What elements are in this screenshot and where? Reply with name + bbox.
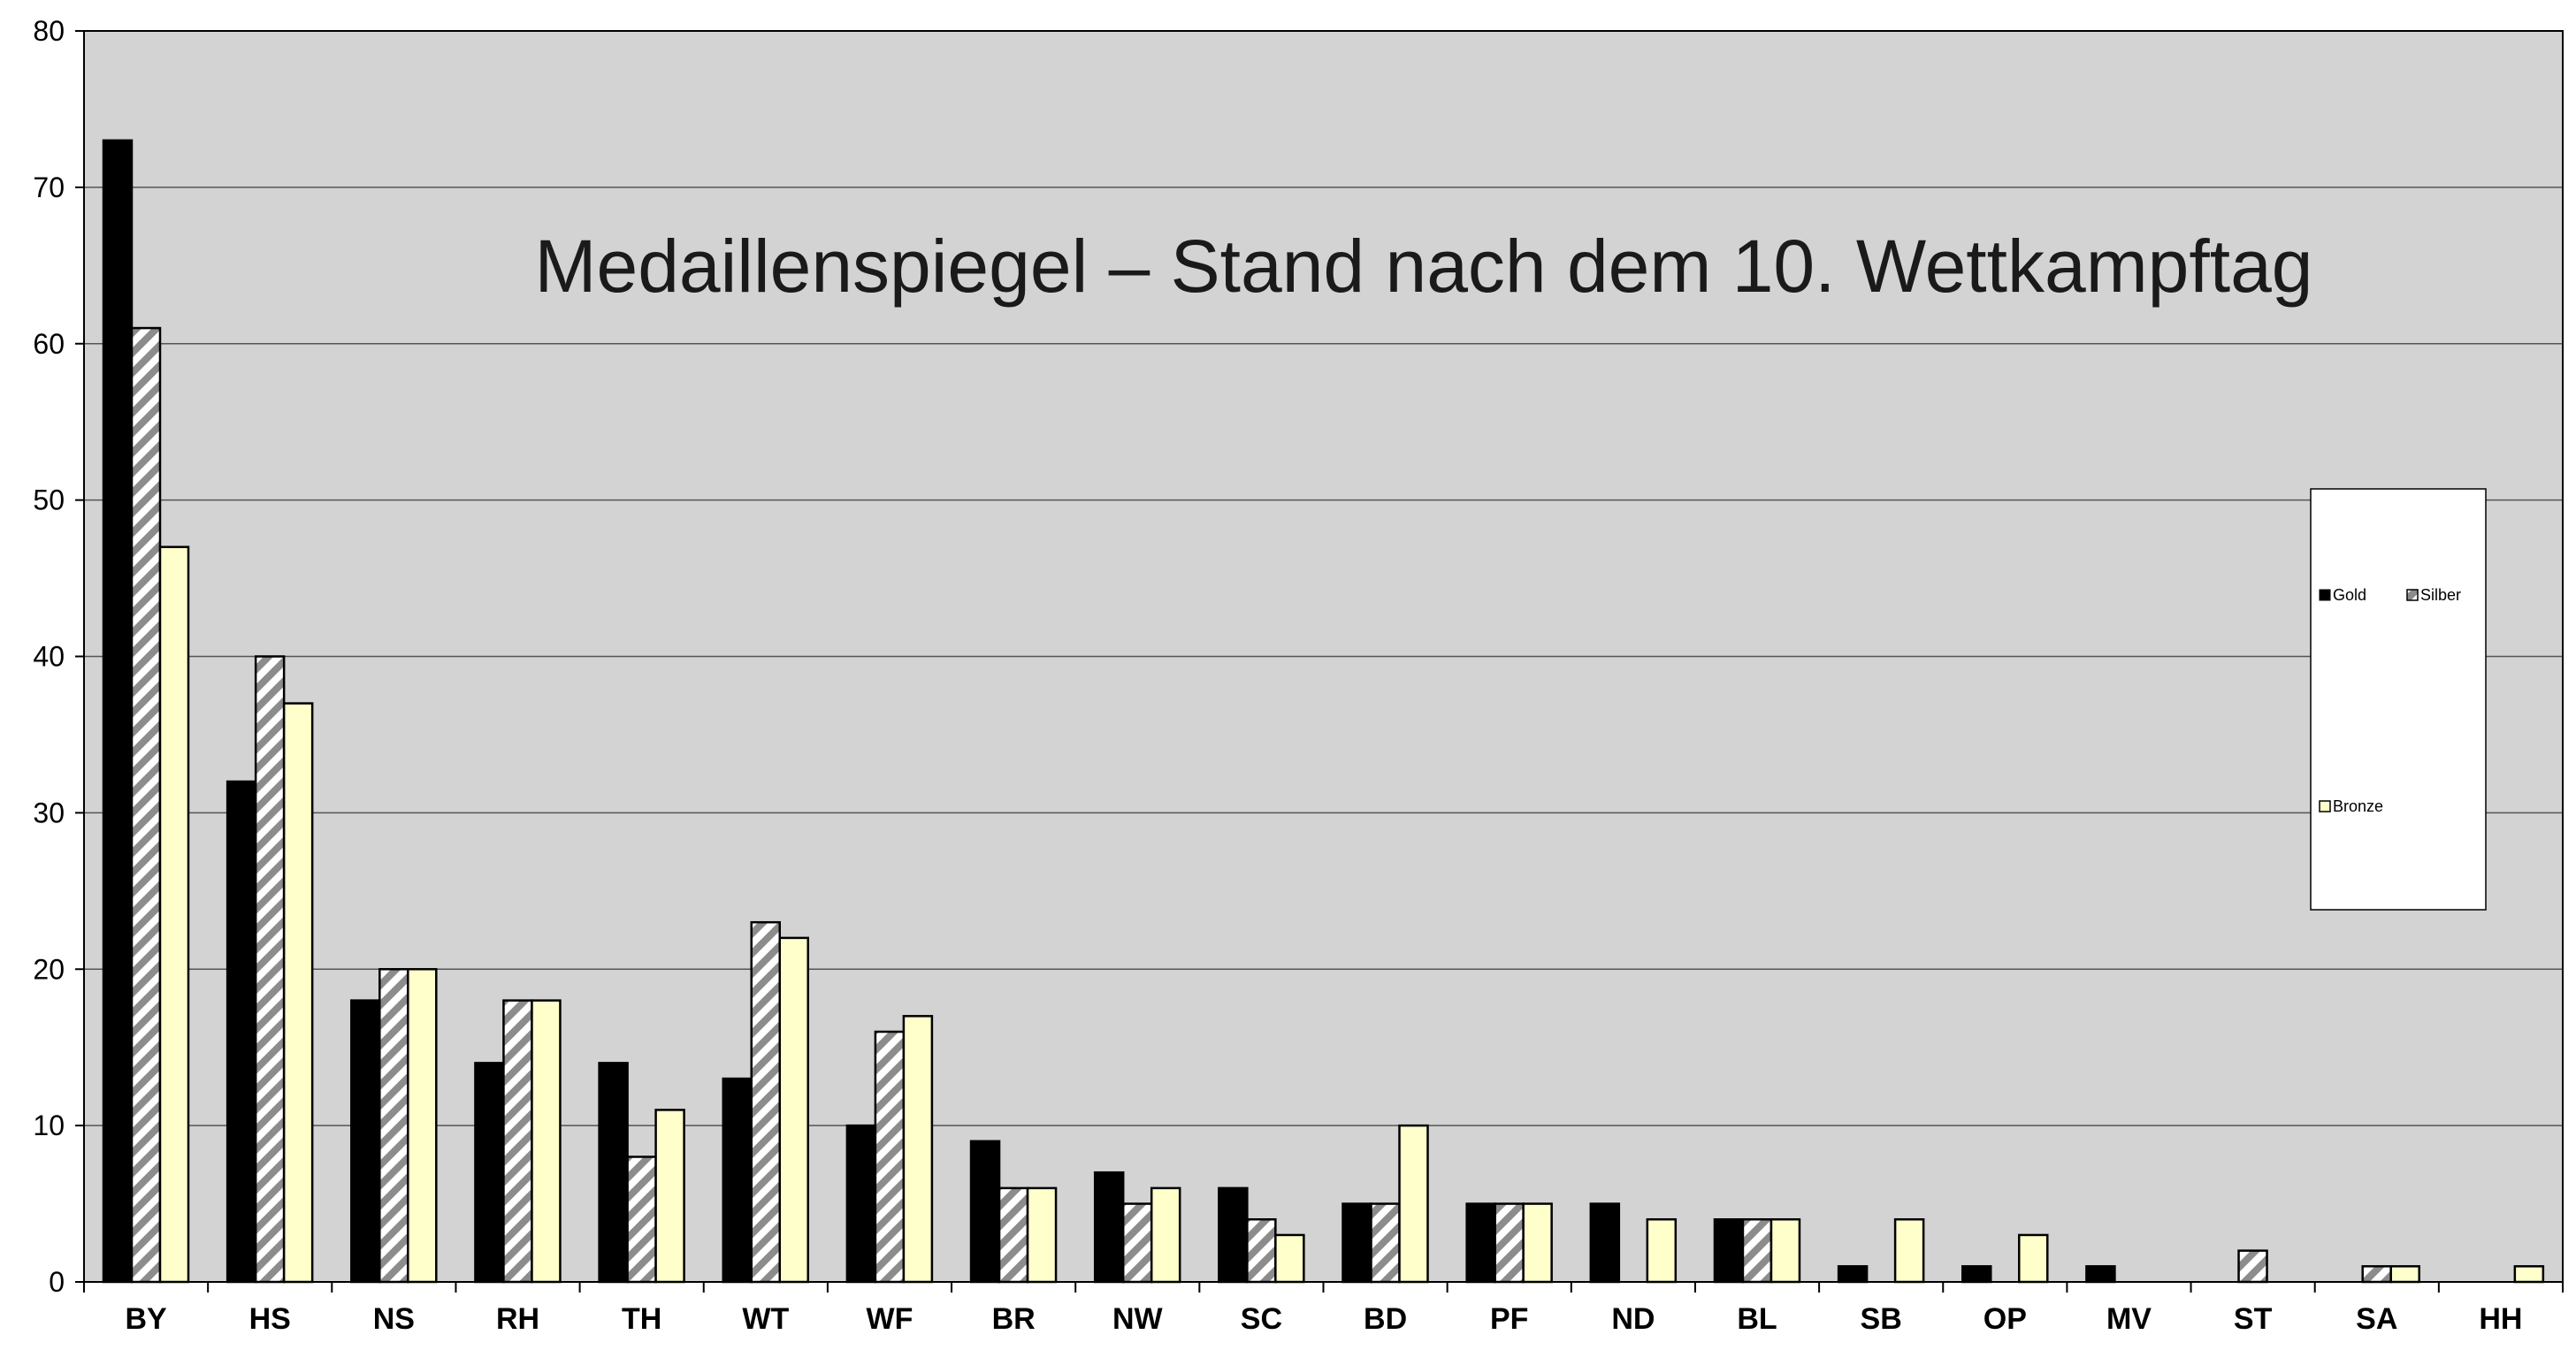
bar-gold-op	[1961, 1265, 1992, 1284]
y-tick-label: 20	[33, 953, 65, 985]
y-tick-label: 70	[33, 172, 65, 203]
y-tick-label: 0	[49, 1266, 65, 1298]
bar-gold-wt	[722, 1077, 753, 1284]
x-tick-label: WF	[867, 1302, 913, 1336]
y-tick-label: 50	[33, 484, 65, 516]
bar-bronze-ns	[407, 968, 438, 1284]
bar-silber-ns	[378, 968, 409, 1284]
y-tick-label: 10	[33, 1110, 65, 1141]
bar-bronze-th	[654, 1109, 685, 1284]
bar-silber-bl	[1741, 1218, 1773, 1284]
legend-box	[2310, 488, 2487, 911]
bar-gold-hs	[225, 780, 257, 1284]
bar-bronze-hh	[2513, 1265, 2545, 1284]
x-tick-label: BD	[1364, 1302, 1407, 1336]
x-tick-labels: BY HS NS RH TH WT WF BR NW SC BD PF ND BL SB OP MV ST SA HH	[125, 1302, 2522, 1336]
bar-gold-by	[102, 139, 134, 1284]
bar-bronze-sb	[1893, 1218, 1925, 1284]
bar-bronze-sc	[1274, 1233, 1305, 1284]
y-tick-label: 40	[33, 641, 65, 673]
bar-bronze-br	[1026, 1186, 1058, 1284]
x-tick-label: TH	[622, 1302, 661, 1336]
x-tick-label: ND	[1611, 1302, 1655, 1336]
x-tick-label: BR	[992, 1302, 1036, 1336]
bar-silber-pf	[1494, 1202, 1525, 1284]
x-tick-label: SB	[1861, 1302, 1902, 1336]
bar-gold-bd	[1342, 1202, 1372, 1284]
bar-gold-pf	[1465, 1202, 1496, 1284]
y-tick-label: 30	[33, 797, 65, 828]
chart-title: Medaillenspiegel – Stand nach dem 10. We…	[535, 225, 2313, 308]
bar-silber-bd	[1370, 1202, 1401, 1284]
bar-silber-hs	[254, 655, 286, 1284]
bar-bronze-by	[158, 545, 190, 1284]
legend-label-gold: Gold	[2333, 586, 2366, 604]
x-tick-label: OP	[1984, 1302, 2027, 1336]
legend: Gold Silber Bronze	[2310, 488, 2487, 911]
bar-gold-wf	[845, 1124, 877, 1284]
x-tick-label: BL	[1737, 1302, 1777, 1336]
bars	[102, 139, 2545, 1284]
bar-bronze-nd	[1646, 1218, 1678, 1284]
x-tick-label: BY	[125, 1302, 167, 1336]
bar-gold-nw	[1093, 1171, 1125, 1284]
legend-swatch-silber	[2406, 589, 2419, 601]
y-tick-labels: 0 10 20 30 40 50 60 70 80	[33, 15, 65, 1298]
bar-bronze-bd	[1398, 1124, 1429, 1284]
bar-bronze-nw	[1150, 1186, 1181, 1284]
bar-silber-by	[130, 326, 162, 1284]
bar-silber-sa	[2361, 1265, 2392, 1284]
legend-swatch-bronze	[2319, 800, 2331, 812]
bar-silber-wf	[874, 1030, 906, 1284]
bar-silber-rh	[502, 999, 533, 1284]
bar-gold-ns	[350, 999, 381, 1284]
bar-silber-sc	[1246, 1218, 1277, 1284]
bar-silber-wt	[750, 920, 781, 1284]
bar-bronze-bl	[1770, 1218, 1801, 1284]
x-tick-label: RH	[496, 1302, 539, 1336]
x-tick-label: ST	[2234, 1302, 2273, 1336]
legend-label-bronze: Bronze	[2333, 797, 2383, 815]
x-tick-label: NW	[1112, 1302, 1164, 1336]
x-tick-label: SA	[2356, 1302, 2397, 1336]
bar-gold-bl	[1713, 1218, 1745, 1284]
x-tick-label: WT	[742, 1302, 789, 1336]
bar-gold-sb	[1837, 1265, 1869, 1284]
bar-bronze-rh	[531, 999, 562, 1284]
bar-bronze-pf	[1522, 1202, 1553, 1284]
bar-silber-nw	[1121, 1202, 1153, 1284]
x-tick-label: SC	[1241, 1302, 1282, 1336]
x-tick-label: NS	[373, 1302, 415, 1336]
x-tick-label: HH	[2479, 1302, 2522, 1336]
bar-gold-mv	[2085, 1265, 2116, 1284]
bar-silber-st	[2237, 1249, 2268, 1284]
y-tick-label: 60	[33, 328, 65, 360]
x-tick-label: MV	[2106, 1302, 2152, 1336]
bar-gold-sc	[1218, 1186, 1249, 1284]
bar-gold-nd	[1589, 1202, 1621, 1284]
bar-silber-th	[626, 1156, 657, 1284]
axes	[75, 30, 2564, 1293]
y-tick-label: 80	[33, 15, 65, 47]
bar-bronze-hs	[282, 702, 314, 1284]
legend-label-silber: Silber	[2420, 586, 2461, 604]
legend-swatch-gold	[2319, 589, 2331, 601]
x-tick-label: PF	[1490, 1302, 1528, 1336]
bar-gold-th	[598, 1062, 629, 1284]
bar-bronze-wt	[778, 936, 809, 1284]
bar-gold-br	[969, 1140, 1001, 1284]
bar-bronze-wf	[902, 1015, 934, 1284]
x-tick-label: HS	[249, 1302, 291, 1336]
bar-bronze-sa	[2389, 1265, 2420, 1284]
bar-gold-rh	[474, 1062, 505, 1284]
bar-silber-br	[998, 1186, 1029, 1284]
bar-bronze-op	[2018, 1233, 2049, 1284]
